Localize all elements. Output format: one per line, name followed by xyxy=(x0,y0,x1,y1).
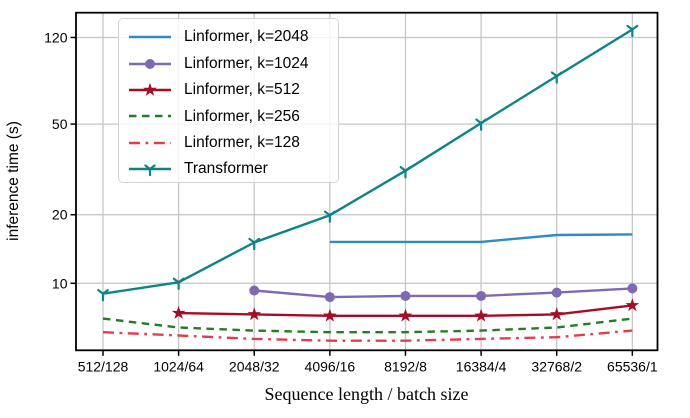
series-marker-tri-down xyxy=(399,166,412,179)
series-marker-star xyxy=(625,298,640,312)
series-marker-star xyxy=(171,305,186,319)
series-marker-tri-down xyxy=(172,277,185,290)
x-axis-label: Sequence length / batch size xyxy=(264,384,469,404)
legend: Linformer, k=2048 Linformer, k=1024 Linfor… xyxy=(118,18,339,183)
series-marker-tri-down xyxy=(626,24,639,38)
y-tick-label: 120 xyxy=(44,29,68,45)
legend-item-label: Linformer, k=256 xyxy=(184,107,300,125)
series-marker-star xyxy=(398,308,413,322)
legend-sample-circle-line-icon xyxy=(129,58,171,69)
y-tick-label: 10 xyxy=(52,275,68,291)
legend-item: Transformer xyxy=(127,156,338,182)
series-marker-star xyxy=(474,308,488,322)
legend-item: Linformer, k=1024 xyxy=(127,50,338,76)
star-marker-icon xyxy=(143,82,157,96)
series-line-linformer-k-2048 xyxy=(329,233,633,244)
series-line-linformer-k-128 xyxy=(102,329,633,342)
tri-down-marker-icon xyxy=(144,164,156,177)
legend-item: Linformer, k=512 xyxy=(127,77,338,103)
legend-sample-none-line-icon xyxy=(129,115,171,118)
legend-item-label: Linformer, k=1024 xyxy=(184,54,309,72)
legend-item: Linformer, k=2048 xyxy=(127,24,338,50)
series-marker-circle xyxy=(324,292,335,303)
x-tick-label: 16384/4 xyxy=(456,359,507,375)
series-line-linformer-k-1024 xyxy=(254,287,633,299)
series-marker-tri-down xyxy=(550,71,563,84)
legend-item-label: Transformer xyxy=(184,160,268,178)
series-marker-tri-down xyxy=(97,289,109,302)
series-marker-circle xyxy=(627,283,638,294)
x-tick-label: 8192/8 xyxy=(384,359,427,375)
x-tick-label: 512/128 xyxy=(78,359,129,375)
legend-item: Linformer, k=256 xyxy=(127,103,338,129)
series-marker-circle xyxy=(551,287,562,298)
series-marker-star xyxy=(549,307,564,321)
legend-item-label: Linformer, k=128 xyxy=(184,134,300,151)
y-tick-label: 20 xyxy=(52,207,68,223)
series-marker-circle xyxy=(400,290,411,301)
circle-marker-icon xyxy=(145,58,155,69)
series-marker-star xyxy=(323,308,337,322)
y-tick-label: 50 xyxy=(52,116,68,132)
legend-sample-none-line-icon xyxy=(129,141,171,145)
x-tick-label: 1024/64 xyxy=(153,359,204,375)
axes-frame xyxy=(75,11,659,352)
y-axis-label: inference time (s) xyxy=(5,121,22,241)
x-tick-label: 32768/2 xyxy=(531,359,582,375)
x-tick-label: 4096/16 xyxy=(305,359,356,375)
legend-sample-tri-down-line-icon xyxy=(129,164,171,177)
legend-sample-none-line-icon xyxy=(129,35,171,39)
x-tick-label: 2048/32 xyxy=(229,359,280,375)
series-marker-star xyxy=(247,307,262,321)
x-tick-label: 65536/1 xyxy=(607,359,658,375)
series-marker-circle xyxy=(476,290,487,301)
series-line-transformer xyxy=(102,28,633,295)
legend-item-label: Linformer, k=2048 xyxy=(184,28,309,46)
legend-sample-star-line-icon xyxy=(129,82,171,96)
series-marker-tri-down xyxy=(323,210,336,223)
series-marker-tri-down xyxy=(248,237,261,251)
series-line-linformer-k-256 xyxy=(102,317,633,334)
series-marker-tri-down xyxy=(475,118,487,131)
legend-item-label: Linformer, k=512 xyxy=(184,81,300,99)
series-marker-circle xyxy=(249,285,260,296)
legend-item: Linformer, k=128 xyxy=(127,130,338,156)
